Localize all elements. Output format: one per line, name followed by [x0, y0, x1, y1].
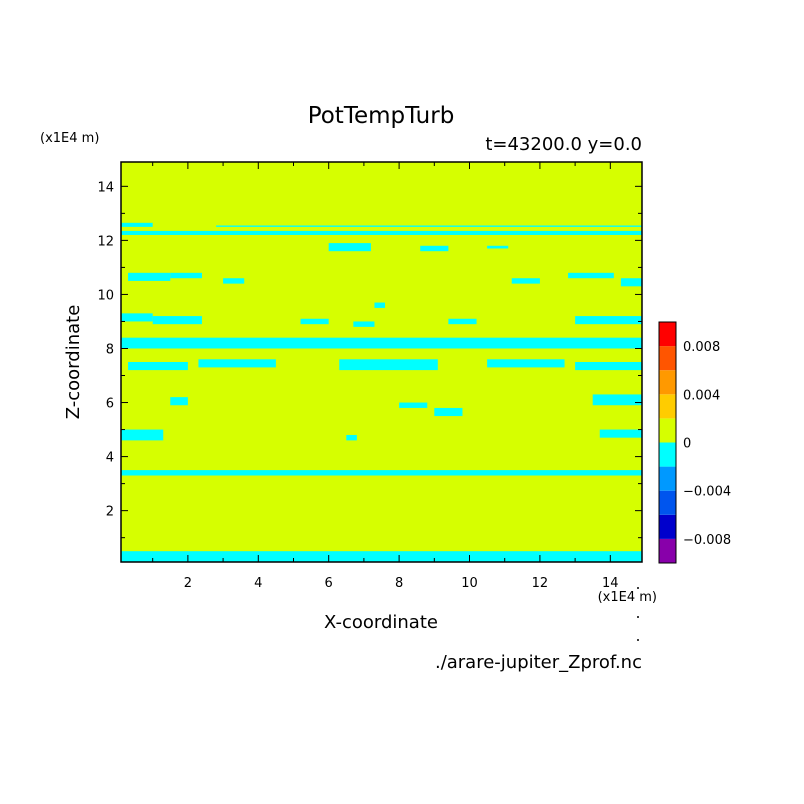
negative-region: [420, 245, 449, 252]
negative-region: [121, 313, 153, 322]
plot-frame: [120, 161, 643, 563]
negative-region: [152, 316, 202, 325]
x-tick-label: 14: [602, 576, 619, 591]
x-tick-label: 8: [395, 576, 403, 591]
colorbar-swatch: [659, 322, 676, 347]
negative-region: [223, 278, 245, 284]
negative-region: [592, 394, 642, 406]
x-axis-label: X-coordinate: [324, 612, 438, 633]
marker-dot: [637, 616, 639, 618]
y-unit-label: (x1E4 m): [40, 131, 99, 146]
x-tick-label: 12: [532, 576, 549, 591]
x-tick-label: 2: [184, 576, 192, 591]
negative-region: [198, 359, 276, 368]
negative-region: [170, 397, 188, 406]
colorbar-swatch: [659, 346, 676, 371]
negative-region: [121, 551, 642, 562]
y-tick-label: 12: [97, 234, 114, 249]
negative-region: [121, 337, 642, 349]
negative-region: [575, 316, 642, 325]
source-file-label: ./arare-jupiter_Zprof.nc: [435, 652, 642, 673]
negative-region: [346, 434, 357, 441]
y-axis-label: Z-coordinate: [63, 305, 84, 420]
negative-region: [121, 429, 164, 441]
negative-region: [374, 302, 386, 308]
y-tick-label: 8: [106, 342, 114, 357]
x-tick-label: 10: [461, 576, 478, 591]
colorbar-swatch: [659, 538, 676, 563]
colorbar-swatch: [659, 514, 676, 539]
negative-region: [487, 359, 565, 368]
negative-region: [487, 245, 509, 249]
colorbar-tick-label: −0.008: [683, 533, 731, 548]
negative-region: [511, 278, 540, 284]
negative-region: [575, 362, 642, 371]
negative-region: [399, 402, 428, 408]
chart-title: PotTempTurb: [308, 103, 455, 129]
chart-subtitle: t=43200.0 y=0.0: [485, 134, 642, 155]
y-tick-label: 4: [106, 451, 114, 466]
y-tick-label: 6: [106, 397, 114, 412]
colorbar-swatch: [659, 442, 676, 467]
plot-area: [120, 161, 643, 563]
negative-region: [568, 272, 614, 279]
negative-region: [328, 243, 371, 252]
negative-region: [448, 318, 477, 325]
marker-dot: [637, 639, 639, 641]
marker-dot: [637, 587, 639, 589]
colorbar-swatch: [659, 418, 676, 443]
negative-regions: [121, 222, 642, 562]
x-tick-label: 6: [325, 576, 333, 591]
colorbar-swatch: [659, 466, 676, 491]
negative-region: [121, 470, 642, 476]
colorbar-swatch: [659, 490, 676, 515]
y-tick-label: 2: [106, 505, 114, 520]
colorbar-swatch: [659, 394, 676, 419]
negative-region: [121, 222, 153, 227]
y-tick-label: 14: [97, 180, 114, 195]
negative-region: [170, 272, 202, 279]
negative-region: [128, 362, 188, 371]
negative-region: [353, 321, 375, 327]
negative-region: [216, 225, 642, 227]
colorbar-tick-label: 0.004: [683, 388, 720, 403]
negative-region: [339, 359, 438, 371]
x-axis-ticks: 2 4 6 8 10 12 14: [152, 162, 619, 591]
negative-region: [599, 429, 642, 438]
y-axis-ticks: 2 4 6 8 10 12 14: [97, 180, 642, 539]
negative-region: [434, 407, 463, 417]
y-tick-label: 10: [97, 288, 114, 303]
colorbar-tick-label: 0: [683, 437, 691, 452]
colorbar-frame: [658, 321, 677, 564]
negative-region: [121, 230, 642, 235]
x-unit-label: (x1E4 m): [598, 590, 657, 605]
negative-region: [620, 278, 642, 287]
negative-region: [300, 318, 329, 325]
colorbar-swatch: [659, 370, 676, 395]
colorbar: 0.008 0.004 0 −0.004 −0.008: [658, 321, 731, 564]
colorbar-tick-label: −0.004: [683, 485, 731, 500]
negative-region: [128, 272, 171, 281]
colorbar-tick-label: 0.008: [683, 340, 720, 355]
x-tick-label: 4: [254, 576, 262, 591]
